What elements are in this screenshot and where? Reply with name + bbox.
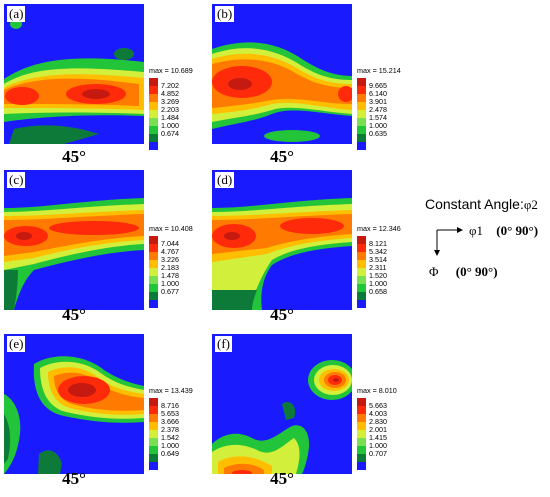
axis-arrows-icon <box>434 227 463 256</box>
panel-label-a: (a) <box>7 6 26 22</box>
legend-level: 4.003 <box>369 409 387 418</box>
odf-map-f <box>212 334 352 474</box>
axis-key: Constant Angle:φ2 φ1 (0° 90°) Φ (0° 90°) <box>425 196 547 286</box>
panel-label-f: (f) <box>215 336 232 352</box>
legend-level: 2.001 <box>369 425 387 434</box>
legend-level: 2.378 <box>161 425 179 434</box>
legend-level: 3.226 <box>161 255 179 264</box>
legend-level: 3.666 <box>161 417 179 426</box>
legend-max-c: max = 10.408 <box>149 224 193 233</box>
angle-label-b: 45° <box>270 147 294 166</box>
Phi-symbol: Φ <box>429 264 439 279</box>
legend-level: 0.674 <box>161 129 179 138</box>
phi1-symbol: φ1 <box>469 223 484 238</box>
legend-level: 1.542 <box>161 433 179 442</box>
legend-level: 5.342 <box>369 247 387 256</box>
legend-level: 0.635 <box>369 129 387 138</box>
legend-level: 0.658 <box>369 287 387 296</box>
legend-level: 2.311 <box>369 263 387 272</box>
legend-level: 1.484 <box>161 113 179 122</box>
angle-label-d: 45° <box>270 305 294 324</box>
legend-max-d: max = 12.346 <box>357 224 401 233</box>
legend-level: 0.677 <box>161 287 179 296</box>
angle-label-e: 45° <box>62 469 86 488</box>
legend-level: 1.478 <box>161 271 179 280</box>
odf-map-e <box>4 334 144 474</box>
legend-max-f: max = 8.010 <box>357 386 397 395</box>
panel-label-c: (c) <box>7 172 26 188</box>
legend-level: 4.852 <box>161 89 179 98</box>
legend-max-b: max = 15.214 <box>357 66 401 75</box>
legend-level: 1.000 <box>369 441 387 450</box>
legend-level: 6.140 <box>369 89 387 98</box>
Phi-range: (0° 90°) <box>455 264 498 279</box>
odf-panel-d: (d) max = 12.346 8.121 5.342 3.514 2.311… <box>212 170 417 324</box>
odf-panel-b: (b) max = 15.214 9.665 6.140 3.901 2.478… <box>212 4 417 166</box>
legend-level: 8.121 <box>369 239 387 248</box>
panel-label-e: (e) <box>7 336 26 352</box>
legend-level: 1.574 <box>369 113 387 122</box>
angle-label-a: 45° <box>62 147 86 166</box>
legend-level: 1.000 <box>369 121 387 130</box>
legend-level: 1.000 <box>369 279 387 288</box>
odf-map-d <box>212 170 352 310</box>
legend-level: 9.665 <box>369 81 387 90</box>
constant-angle-title: Constant Angle:φ2 <box>425 196 538 213</box>
legend-level: 3.269 <box>161 97 179 106</box>
legend-level: 2.830 <box>369 417 387 426</box>
constant-angle-label: Constant Angle: <box>425 196 524 212</box>
legend-level: 1.000 <box>161 121 179 130</box>
legend-level: 2.183 <box>161 263 179 272</box>
angle-label-f: 45° <box>270 469 294 488</box>
legend-level: 3.514 <box>369 255 387 264</box>
legend-level: 7.202 <box>161 81 179 90</box>
odf-panel-e: (e) max = 13.439 8.716 5.653 3.666 2.378… <box>4 334 209 494</box>
legend-level: 7.044 <box>161 239 179 248</box>
angle-label-c: 45° <box>62 305 86 324</box>
odf-map-a <box>4 4 144 144</box>
legend-level: 1.000 <box>161 279 179 288</box>
legend-level: 2.203 <box>161 105 179 114</box>
legend-level: 4.767 <box>161 247 179 256</box>
legend-level: 5.663 <box>369 401 387 410</box>
panel-label-b: (b) <box>215 6 235 22</box>
legend-level: 5.653 <box>161 409 179 418</box>
legend-level: 1.520 <box>369 271 387 280</box>
panel-label-d: (d) <box>215 172 235 188</box>
odf-map-b <box>212 4 352 144</box>
constant-angle-symbol: φ2 <box>523 197 538 212</box>
legend-level: 1.000 <box>161 441 179 450</box>
legend-level: 0.707 <box>369 449 387 458</box>
odf-panel-a: (a) max = 10.689 7.202 4.852 3.269 2.203… <box>4 4 209 166</box>
y-axis-label: Φ (0° 90°) <box>429 264 498 280</box>
phi1-range: (0° 90°) <box>496 223 539 238</box>
odf-panel-c: (c) max = 10.408 7.044 4.767 3.226 2.183… <box>4 170 209 324</box>
legend-level: 1.415 <box>369 433 387 442</box>
legend-level: 2.478 <box>369 105 387 114</box>
odf-map-c <box>4 170 144 310</box>
legend-level: 0.649 <box>161 449 179 458</box>
odf-panel-f: (f) max = 8.010 5.663 4.003 2.830 2.001 … <box>212 334 417 494</box>
legend-max-e: max = 13.439 <box>149 386 193 395</box>
x-axis-label: φ1 (0° 90°) <box>469 223 538 239</box>
legend-level: 3.901 <box>369 97 387 106</box>
legend-level: 8.716 <box>161 401 179 410</box>
legend-max-a: max = 10.689 <box>149 66 193 75</box>
